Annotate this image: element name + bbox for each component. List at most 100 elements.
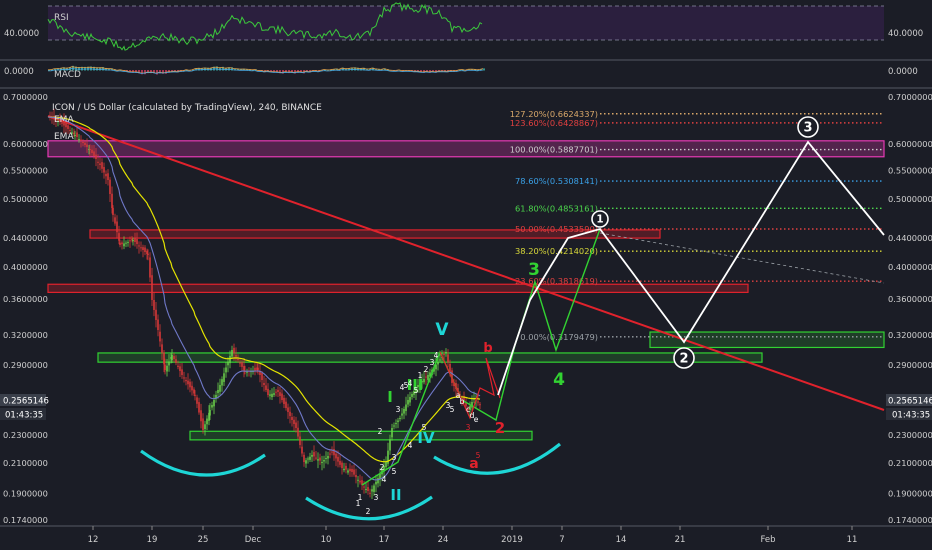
candle-body <box>313 452 315 457</box>
candle-body <box>353 469 355 475</box>
time-axis[interactable]: 12 19 25 Dec 10 17 24 2019 7 14 21 Feb 11 <box>0 525 932 545</box>
x-tick-label: 10 <box>321 535 332 545</box>
x-tick-label: Feb <box>760 535 775 545</box>
candle-body <box>209 410 211 416</box>
candle-body <box>112 207 114 215</box>
wave-label: 3 <box>430 358 435 367</box>
fibonacci-levels: 127.20%(0.6624337)123.60%(0.6428867) 100.… <box>510 109 884 342</box>
x-tick-label: 24 <box>438 535 449 545</box>
zone-red[interactable] <box>89 229 661 239</box>
macd-bar <box>51 69 53 71</box>
candle-body <box>168 361 170 366</box>
candle-body <box>333 449 335 456</box>
candle-body <box>183 377 185 379</box>
x-tick-label: 25 <box>198 535 209 545</box>
candle-body <box>254 367 256 371</box>
candle-body <box>413 391 415 395</box>
candle-body <box>229 355 231 364</box>
zone-green[interactable] <box>649 331 885 349</box>
macd-bar <box>225 67 227 71</box>
wave-circle <box>797 116 819 138</box>
rsi-level-right: 40.0000 <box>888 29 923 39</box>
y-tick-label: 0.1900000 <box>888 488 932 498</box>
candle-body <box>271 393 273 398</box>
candle-body <box>263 382 265 385</box>
candle-body <box>341 462 343 468</box>
cup-arc <box>140 449 266 477</box>
candle-body <box>153 299 155 310</box>
candle-body <box>419 383 421 387</box>
descending-trendline[interactable] <box>47 115 885 411</box>
ema-label: EMA <box>54 132 74 142</box>
zone-magenta[interactable] <box>47 140 885 158</box>
wave-label: c <box>466 405 470 414</box>
macd-bar <box>159 70 161 74</box>
candle-body <box>246 371 248 373</box>
candle-body <box>241 362 243 367</box>
candle-body <box>295 422 297 428</box>
wave-label: 3 <box>528 260 540 280</box>
macd-bar <box>354 67 356 71</box>
candle-body <box>385 462 387 468</box>
x-tick-label: 19 <box>147 535 158 545</box>
candle-body <box>217 390 219 393</box>
green-wave-path <box>361 228 601 486</box>
fib-level-label: 50.00%(0.4533590) <box>515 224 598 234</box>
candle-body <box>359 480 361 483</box>
wave-label: I <box>387 388 393 406</box>
fib-level-label: 38.20%(0.4214020) <box>515 246 598 256</box>
macd-bar <box>465 70 467 71</box>
candle-body <box>317 459 319 461</box>
candle-body <box>447 354 449 363</box>
macd-bar <box>105 67 107 71</box>
candle-body <box>347 470 349 473</box>
candle-body <box>375 481 377 485</box>
candle-body <box>204 424 206 430</box>
macd-bar <box>468 69 470 71</box>
candle-body <box>395 423 397 424</box>
macd-bar <box>342 67 344 71</box>
macd-bar <box>384 68 386 71</box>
candle-body <box>287 407 289 412</box>
wave-label: 1 <box>596 214 603 226</box>
wave-label: 2 <box>495 419 505 437</box>
left-price-axis[interactable]: 0.7000000 0.6000000 0.5500000 0.5000000 0.44… <box>3 92 48 525</box>
wave-label: 4 <box>408 441 413 450</box>
candle-body <box>179 366 181 371</box>
macd-bar <box>135 70 137 73</box>
candle-body <box>279 392 281 396</box>
candle-body <box>233 347 235 354</box>
macd-pane[interactable]: MACD 0.0000 0.0000 <box>4 65 918 80</box>
zone-red[interactable] <box>47 283 749 293</box>
candle-body <box>191 385 193 391</box>
candle-body <box>163 352 165 365</box>
macd-bar <box>147 70 149 74</box>
candle-body <box>198 402 200 413</box>
price-pane[interactable]: 127.20%(0.6624337)123.60%(0.6428867) 100.… <box>47 103 885 521</box>
macd-bar <box>363 67 365 71</box>
rsi-pane[interactable]: RSI 40.0000 40.0000 <box>4 2 923 51</box>
candle-body <box>259 371 261 375</box>
zone-green[interactable] <box>189 430 533 441</box>
macd-bar <box>75 66 77 71</box>
candle-body <box>93 151 95 156</box>
candle-body <box>365 489 367 490</box>
zone-green[interactable] <box>97 352 763 363</box>
candle-body <box>256 367 258 371</box>
candle-body <box>84 142 86 145</box>
candle-body <box>261 373 263 380</box>
wave-label: 4 <box>382 475 387 484</box>
wave-label: 5 <box>476 451 481 460</box>
candle-body <box>303 454 305 462</box>
macd-bar <box>138 70 140 74</box>
macd-bar <box>108 68 110 71</box>
candle-body <box>215 395 217 399</box>
candle-body <box>200 410 202 422</box>
macd-bar <box>234 68 236 71</box>
candle-body <box>379 474 381 480</box>
right-price-axis[interactable]: 0.7000000 0.6000000 0.5500000 0.5000000 0.44… <box>888 92 932 525</box>
y-tick-label: 0.5000000 <box>888 194 932 204</box>
y-tick-label: 0.6000000 <box>3 139 48 149</box>
candle-body <box>235 354 237 357</box>
macd-bar <box>366 68 368 71</box>
